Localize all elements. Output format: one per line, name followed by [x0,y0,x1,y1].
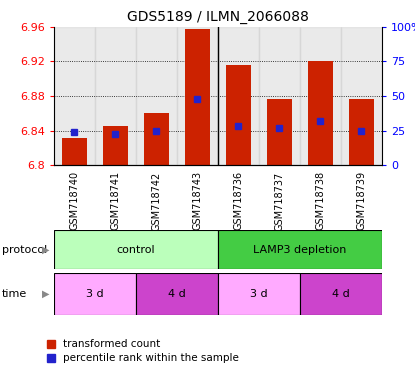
Bar [226,65,251,165]
Bar [185,28,210,165]
Bar [267,99,292,165]
Bar [136,27,177,165]
Text: ▶: ▶ [42,289,49,299]
Bar [300,273,382,315]
Bar [54,230,218,269]
Bar [349,99,374,165]
Bar [62,138,87,165]
Bar [218,27,259,165]
Bar [341,27,382,165]
Bar [144,113,169,165]
Bar [54,273,136,315]
Text: time: time [2,289,27,299]
Text: 3 d: 3 d [86,289,104,299]
Bar [259,27,300,165]
Bar [54,27,95,165]
Bar [300,27,341,165]
Text: 4 d: 4 d [168,289,186,299]
Title: GDS5189 / ILMN_2066088: GDS5189 / ILMN_2066088 [127,10,309,25]
Text: ▶: ▶ [42,245,49,255]
Text: 3 d: 3 d [250,289,268,299]
Text: protocol: protocol [2,245,47,255]
Bar [103,126,128,165]
Bar [218,273,300,315]
Legend: transformed count, percentile rank within the sample: transformed count, percentile rank withi… [47,339,239,363]
Bar [308,61,333,165]
Bar [95,27,136,165]
Text: LAMP3 depletion: LAMP3 depletion [253,245,347,255]
Bar [136,273,218,315]
Text: control: control [117,245,155,255]
Bar [177,27,218,165]
Text: 4 d: 4 d [332,289,350,299]
Bar [218,230,382,269]
